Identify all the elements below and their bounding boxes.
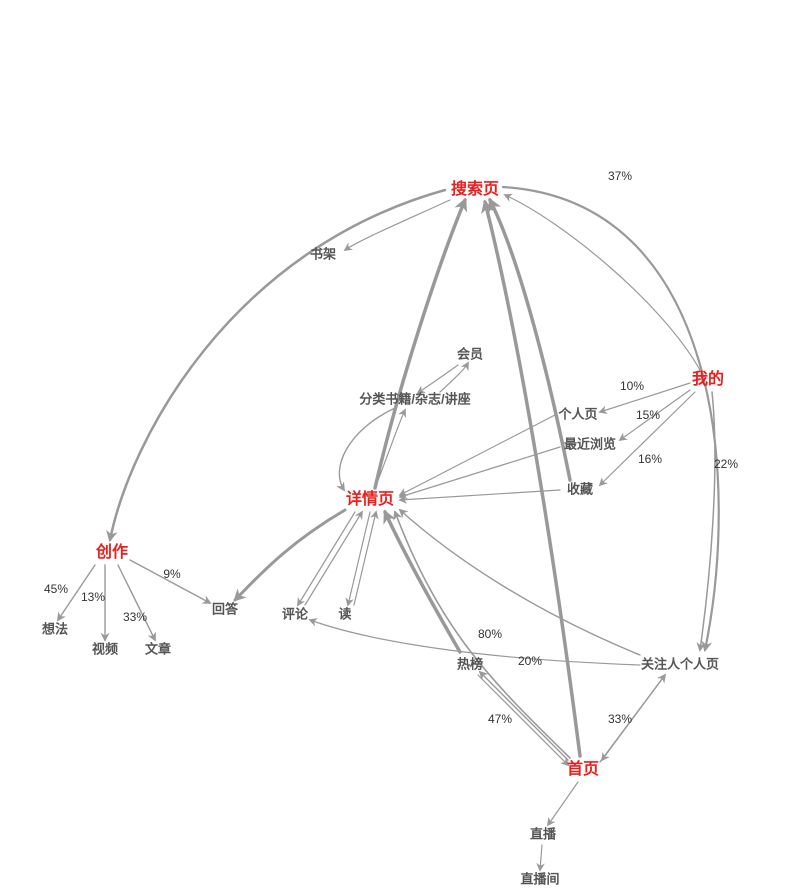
edge-follow-detail	[400, 510, 640, 655]
node-favorite: 收藏	[567, 481, 593, 496]
edge-label-mine-recent: 15%	[636, 408, 660, 422]
edge-label-create-article: 33%	[123, 610, 147, 624]
edge-catalog-detail	[339, 408, 395, 490]
edge-label-home-detail: 20%	[518, 654, 542, 668]
node-read: 读	[338, 606, 351, 621]
node-create: 创作	[95, 542, 128, 561]
node-mine: 我的	[692, 369, 724, 388]
edge-live-liveroom	[540, 845, 542, 870]
node-comment: 评论	[282, 606, 309, 621]
edge-member-catalog	[418, 365, 458, 393]
edge-detail-search	[375, 200, 465, 488]
node-shelf: 书架	[310, 246, 336, 261]
edge-label-home-hot: 47%	[488, 712, 512, 726]
node-video: 视频	[92, 641, 118, 656]
node-recent: 最近浏览	[564, 436, 616, 451]
node-live: 直播	[530, 826, 557, 841]
node-home: 首页	[567, 759, 599, 778]
edge-label-mine-favorite: 16%	[638, 452, 662, 466]
edge-home-live	[548, 782, 578, 825]
network-diagram: 37% 10% 15% 16% 22% 45% 13% 33% 9% 47% 20% 33% 80% 搜…	[0, 0, 789, 896]
node-idea: 想法	[42, 621, 68, 636]
edge-search-create	[110, 190, 445, 540]
edge-comment-detail	[305, 512, 362, 605]
edge-label-create-idea: 45%	[44, 582, 68, 596]
node-member: 会员	[457, 346, 483, 361]
node-catalog: 分类书籍/杂志/讲座	[359, 391, 470, 406]
edge-label-home-follow: 33%	[608, 712, 632, 726]
edge-favorite-detail	[400, 490, 560, 500]
edge-create-article	[118, 565, 155, 640]
node-profile: 个人页	[557, 406, 597, 421]
edge-detail-comment	[298, 512, 355, 605]
node-follow: 关注人个人页	[641, 656, 719, 671]
node-liveroom: 直播间	[520, 871, 559, 886]
edge-label-mine-profile: 10%	[620, 379, 644, 393]
edge-hot-detail	[385, 512, 460, 652]
edge-read-detail	[354, 512, 376, 605]
edge-label-search-follow: 37%	[608, 169, 632, 183]
edge-label-mine-follow: 22%	[714, 457, 738, 471]
edge-label-hot-detail: 80%	[478, 627, 502, 641]
node-hot: 热榜	[457, 656, 483, 671]
node-detail: 详情页	[346, 489, 394, 508]
edge-search-follow	[503, 187, 719, 650]
edge-label-create-answer: 9%	[163, 567, 181, 581]
node-answer: 回答	[212, 601, 239, 616]
edge-home-search	[485, 202, 580, 756]
edge-search-shelf	[345, 200, 450, 250]
edge-label-create-video: 13%	[81, 590, 105, 604]
edge-favorite-search	[490, 200, 570, 480]
node-article: 文章	[145, 641, 171, 656]
edge-mine-search	[505, 195, 700, 370]
edge-detail-read	[348, 512, 370, 605]
node-search: 搜索页	[451, 179, 499, 198]
